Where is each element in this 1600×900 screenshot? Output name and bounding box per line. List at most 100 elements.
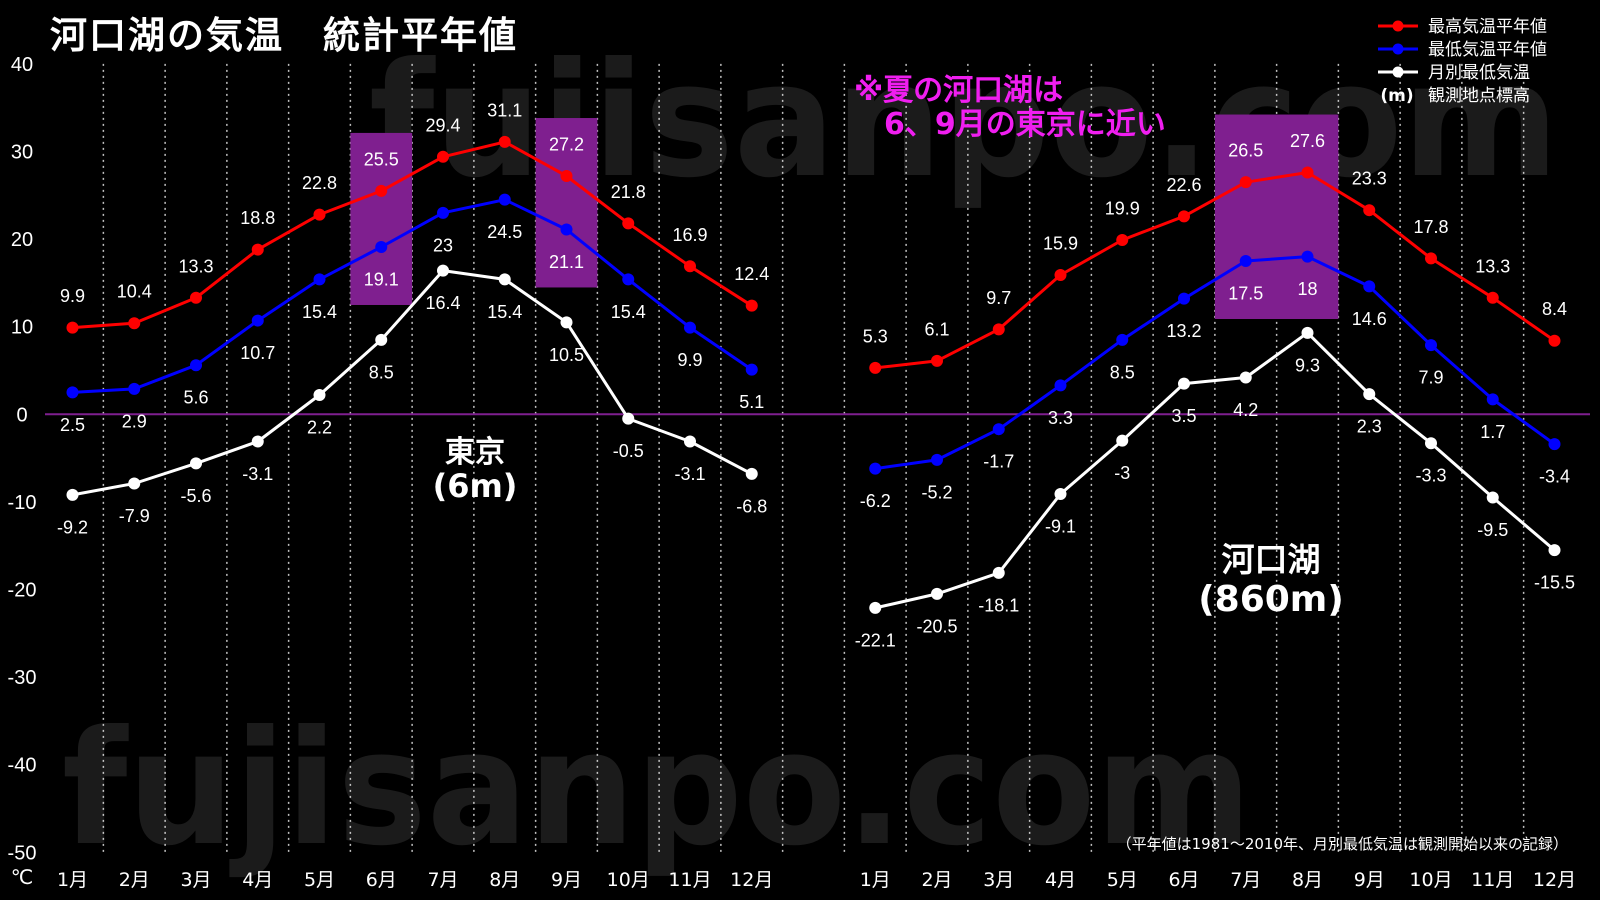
data-point-min [684, 321, 696, 334]
legend-label-min: 最低気温平年値 [1428, 40, 1547, 60]
data-label-max: 8.4 [1542, 299, 1567, 319]
data-label-max: 15.9 [1043, 234, 1078, 254]
data-label-max: 31.1 [487, 100, 522, 120]
data-label-min: 5.1 [739, 392, 764, 412]
data-point-record-low [251, 435, 264, 448]
data-point-max [1425, 252, 1437, 265]
data-label-min: 23 [433, 235, 453, 255]
legend-label-max: 最高気温平年値 [1428, 17, 1547, 37]
x-axis-ticks: 1月 2月 3月 4月 5月 6月 7月 8月 9月 10月 11月 12月 1月 2月 3月 4月 5月 6月 7… [57, 869, 1576, 891]
data-point-max [869, 361, 882, 374]
x-tick-label: 5月 [304, 869, 335, 891]
data-label-record-low: 16.4 [425, 293, 460, 313]
legend-label-record-low: 月別最低気温 [1428, 63, 1530, 83]
y-tick-label: 40 [11, 54, 33, 76]
data-label-record-low: -9.5 [1477, 520, 1508, 540]
x-tick-label: 7月 [427, 869, 458, 891]
highlight-box [350, 132, 413, 305]
data-point-min [1239, 255, 1252, 267]
data-point-record-low [931, 587, 943, 600]
data-label-max: 25.5 [364, 149, 399, 169]
data-label-max: 9.9 [60, 286, 85, 306]
data-point-record-low [745, 467, 758, 480]
data-point-max [66, 321, 79, 334]
data-point-min [1486, 393, 1499, 406]
data-label-min: -5.2 [921, 482, 952, 502]
series-line-max [72, 140, 753, 330]
x-tick-label: 5月 [1107, 869, 1138, 891]
data-point-min [560, 223, 573, 236]
data-point-record-low [1054, 488, 1067, 501]
legend-item-min: 最低気温平年値 [1378, 40, 1547, 60]
legend-marker-max [1392, 20, 1404, 32]
data-label-min: 2.5 [60, 415, 85, 435]
data-point-record-low [128, 477, 141, 490]
y-tick-label: -40 [8, 755, 37, 777]
data-point-record-low [1239, 371, 1252, 384]
data-point-min [1548, 438, 1561, 451]
data-label-max: 23.3 [1352, 169, 1387, 189]
data-point-max [1239, 176, 1252, 189]
data-label-record-low: 10.5 [549, 345, 584, 365]
data-label-min: 1.7 [1480, 422, 1505, 442]
data-label-max: 22.6 [1166, 175, 1201, 195]
y-tick-label: -10 [8, 492, 37, 514]
x-tick-label: 10月 [1409, 869, 1452, 891]
data-point-min [498, 193, 511, 206]
data-label-max: 13.3 [178, 256, 213, 276]
data-point-max [622, 217, 635, 230]
x-tick-label: 2月 [119, 869, 150, 891]
x-tick-label: 7月 [1230, 869, 1261, 891]
data-label-min: 8.5 [1110, 362, 1135, 382]
data-point-record-low [66, 488, 79, 501]
data-label-min: 7.9 [1418, 368, 1443, 388]
series-lines [72, 140, 1556, 610]
data-point-min [931, 453, 943, 466]
data-point-max [437, 150, 449, 163]
station-label-tokyo: 東京 (6m) [433, 435, 518, 505]
y-unit-label: ℃ [11, 867, 33, 889]
data-point-max [313, 208, 326, 221]
x-tick-label: 4月 [1045, 869, 1076, 891]
series-line-min [875, 255, 1556, 471]
data-point-max [1301, 166, 1314, 179]
data-point-record-low [498, 273, 511, 286]
data-label-record-low: -3 [1114, 463, 1130, 483]
data-label-max: 12.4 [734, 264, 769, 284]
data-point-max [560, 170, 573, 183]
data-point-min [1178, 292, 1190, 305]
data-point-min [1116, 333, 1129, 346]
data-label-max: 26.5 [1228, 141, 1263, 161]
data-point-record-low [1116, 434, 1129, 447]
legend-marker-record-low [1392, 66, 1404, 78]
data-point-max [251, 243, 264, 256]
data-point-max [931, 354, 943, 367]
data-label-max: 27.6 [1290, 131, 1325, 151]
data-point-min [1425, 339, 1437, 352]
data-point-record-low [560, 316, 573, 329]
data-point-max [1486, 291, 1499, 304]
data-label-record-low: -5.6 [180, 486, 211, 506]
series-markers [66, 135, 1561, 614]
data-label-max: 21.8 [611, 182, 646, 202]
x-tick-label: 8月 [1292, 869, 1323, 891]
legend-item-record-low: 月別最低気温 [1378, 63, 1530, 83]
data-label-max: 5.3 [863, 326, 888, 346]
data-labels: 9.9 10.4 13.3 18.8 22.8 25.5 29.4 31.1 27.2 21.8 1… [57, 100, 1575, 650]
data-point-min [190, 359, 202, 372]
data-point-record-low [992, 566, 1005, 579]
data-point-min [745, 363, 758, 376]
data-point-record-low [190, 457, 202, 470]
y-axis-ticks: 40 30 20 10 0 -10 -20 -30 -40 -50 [8, 54, 37, 864]
watermark-bottom: fujisanpo.com [62, 697, 1252, 881]
data-point-min [251, 314, 264, 327]
data-label-min: 9.9 [677, 350, 702, 370]
data-label-record-low: 3.5 [1171, 406, 1196, 426]
legend-item-elevation: (m) 観測地点標高 [1380, 86, 1530, 106]
data-label-record-low: -3.1 [674, 464, 705, 484]
data-label-max: 10.4 [117, 282, 152, 302]
legend-marker-min [1392, 43, 1404, 55]
series-line-record-low [72, 269, 753, 497]
legend-elevation-label: 観測地点標高 [1428, 86, 1530, 106]
data-point-max [375, 184, 388, 197]
